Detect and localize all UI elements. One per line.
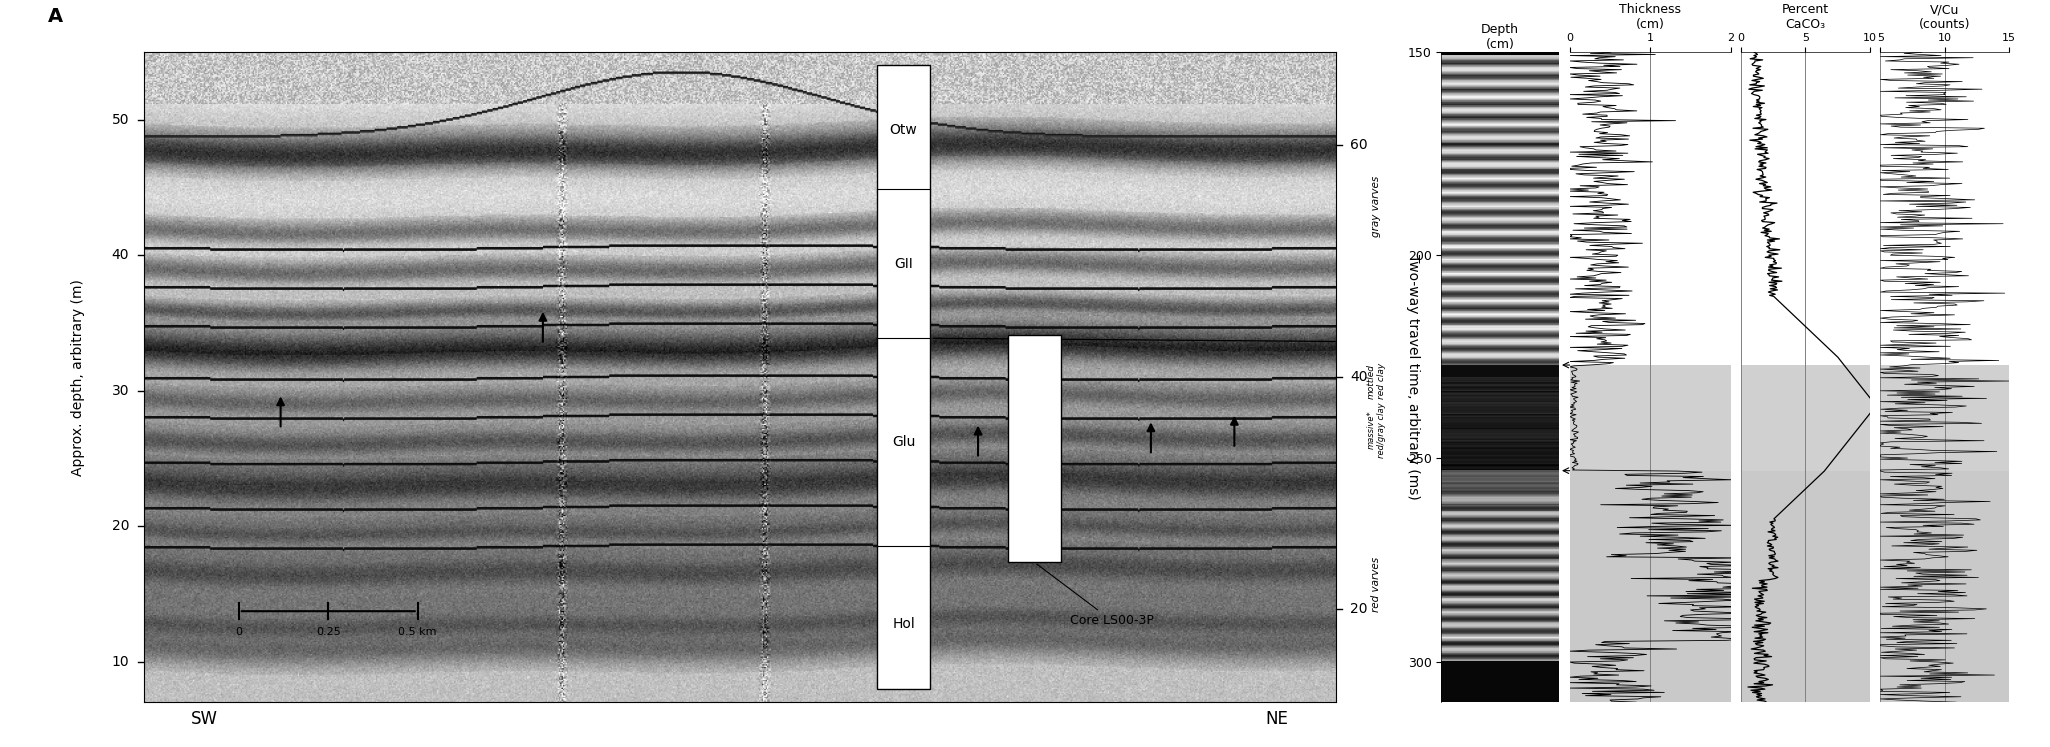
- Bar: [1570, 365, 1730, 471]
- Bar: [1009, 335, 1062, 562]
- Title: Depth
(cm): Depth (cm): [1482, 23, 1519, 51]
- Text: A: A: [47, 7, 64, 26]
- Title: Percent
CaCO₃: Percent CaCO₃: [1781, 4, 1829, 31]
- Text: 50: 50: [111, 113, 129, 127]
- Text: 40: 40: [111, 249, 129, 262]
- Text: 20: 20: [111, 519, 129, 533]
- Bar: [1441, 471, 1560, 702]
- Text: mottled
red clay: mottled red clay: [1367, 363, 1386, 400]
- Text: GII: GII: [894, 256, 912, 270]
- Text: Approx. depth, arbitrary (m): Approx. depth, arbitrary (m): [72, 279, 84, 476]
- Text: 20: 20: [1351, 602, 1367, 616]
- Bar: [1570, 471, 1730, 702]
- Bar: [1880, 365, 2009, 471]
- Text: SW: SW: [191, 710, 217, 728]
- Bar: [1441, 365, 1560, 471]
- Text: 0.5 km: 0.5 km: [398, 627, 437, 637]
- Text: Core LS00-3P: Core LS00-3P: [1037, 564, 1154, 627]
- Text: 0.25: 0.25: [316, 627, 340, 637]
- Bar: [877, 65, 931, 689]
- Text: Hol: Hol: [892, 617, 914, 631]
- Text: 40: 40: [1351, 371, 1367, 384]
- Title: V/Cu
(counts): V/Cu (counts): [1919, 4, 1970, 31]
- Bar: [1740, 471, 1870, 702]
- Text: 30: 30: [111, 384, 129, 397]
- Text: 0: 0: [236, 627, 242, 637]
- Text: red varves: red varves: [1371, 557, 1382, 612]
- Text: Otw: Otw: [890, 123, 918, 137]
- Text: NE: NE: [1265, 710, 1287, 728]
- Text: Glu: Glu: [892, 436, 914, 449]
- Text: 60: 60: [1351, 138, 1367, 152]
- Text: massive*
red/gray clay: massive* red/gray clay: [1367, 402, 1386, 458]
- Bar: [1740, 365, 1870, 471]
- Title: Varve
Thickness
(cm): Varve Thickness (cm): [1620, 0, 1681, 31]
- Bar: [1880, 471, 2009, 702]
- Text: Two-way travel time, arbitrary (ms): Two-way travel time, arbitrary (ms): [1406, 255, 1421, 500]
- Text: gray varves: gray varves: [1371, 176, 1382, 238]
- Text: 10: 10: [111, 654, 129, 669]
